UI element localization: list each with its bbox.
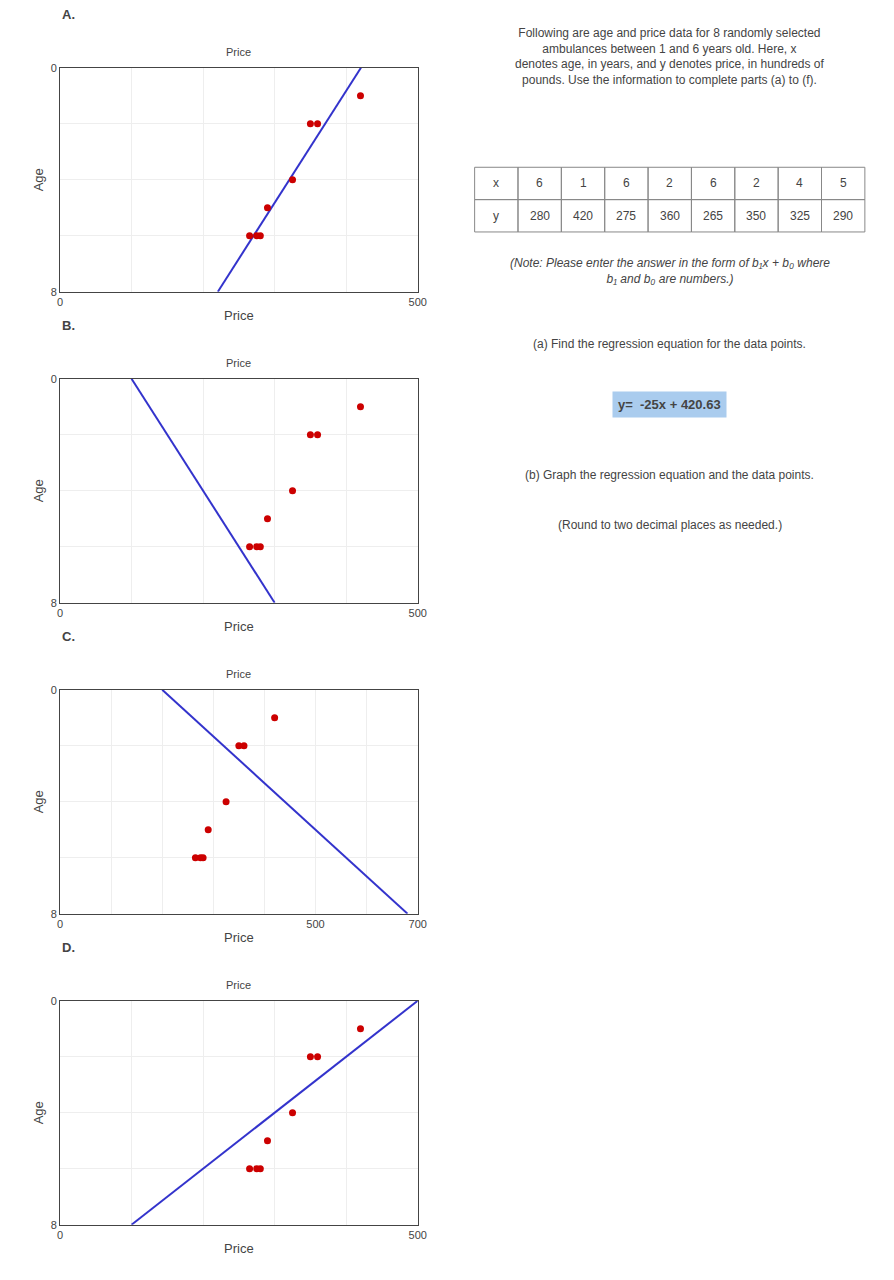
svg-text:500: 500 [409,607,427,619]
svg-text:0: 0 [57,607,63,619]
svg-text:420: 420 [573,209,593,223]
svg-text:8: 8 [51,1219,57,1231]
svg-text:280: 280 [530,209,550,223]
svg-text:2: 2 [753,176,760,190]
svg-text:Age: Age [31,1101,46,1124]
svg-text:1: 1 [580,176,587,190]
svg-text:0: 0 [57,1229,63,1241]
svg-text:B.: B. [62,318,75,333]
svg-text:0: 0 [51,995,57,1007]
svg-text:Price: Price [224,930,254,945]
svg-text:0: 0 [51,684,57,696]
svg-text:0: 0 [57,918,63,930]
svg-text:6: 6 [536,176,543,190]
svg-text:Price: Price [224,308,254,323]
svg-text:5: 5 [840,176,847,190]
svg-text:0: 0 [51,62,57,74]
svg-text:y: y [493,209,499,223]
svg-text:(Round to two decimal places a: (Round to two decimal places as needed.) [558,518,782,532]
svg-text:0: 0 [57,296,63,308]
svg-text:8: 8 [51,597,57,609]
svg-text:6: 6 [710,176,717,190]
svg-text:265: 265 [703,209,723,223]
svg-text:Price: Price [224,1241,254,1256]
svg-text:Price: Price [226,357,251,369]
svg-text:Age: Age [31,479,46,502]
svg-text:A.: A. [62,7,75,22]
svg-text:2: 2 [666,176,673,190]
svg-text:8: 8 [51,908,57,920]
svg-text:500: 500 [409,296,427,308]
svg-text:8: 8 [51,286,57,298]
svg-text:(Note: Please enter the answer: (Note: Please enter the answer in the fo… [510,256,830,286]
svg-text:Age: Age [31,790,46,813]
svg-text:(a) Find the regression equati: (a) Find the regression equation for the… [533,337,806,351]
svg-text:350: 350 [746,209,766,223]
svg-text:500: 500 [306,918,324,930]
svg-text:(b) Graph the regression equat: (b) Graph the regression equation and th… [525,468,814,482]
svg-text:x: x [493,176,499,190]
svg-text:0: 0 [51,373,57,385]
svg-text:D.: D. [62,940,75,955]
svg-text:C.: C. [62,629,75,644]
svg-text:Price: Price [226,46,251,58]
svg-text:360: 360 [660,209,680,223]
svg-text:275: 275 [616,209,636,223]
svg-text:290: 290 [833,209,853,223]
svg-text:6: 6 [623,176,630,190]
svg-text:700: 700 [409,918,427,930]
svg-text:Price: Price [226,668,251,680]
svg-text:Price: Price [226,979,251,991]
svg-text:y= -25x + 420.63: y= -25x + 420.63 [618,397,721,412]
svg-text:Following are age and price da: Following are age and price data for 8 r… [515,26,825,87]
svg-text:4: 4 [796,176,803,190]
svg-text:Price: Price [224,619,254,634]
svg-text:Age: Age [31,168,46,191]
svg-text:325: 325 [790,209,810,223]
svg-text:500: 500 [409,1229,427,1241]
